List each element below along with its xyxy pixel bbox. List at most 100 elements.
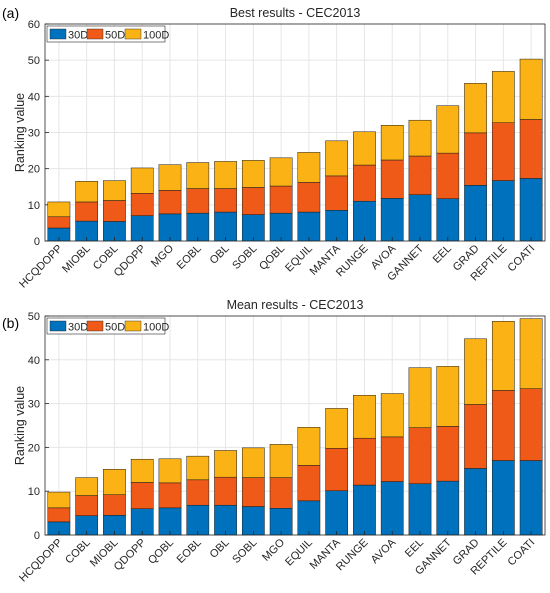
bar-30d-runge (353, 200, 376, 242)
x-tick-label: COATI (506, 537, 538, 569)
x-tick-label: HCQDOPP (17, 243, 65, 291)
legend-label-100d: 100D (143, 322, 169, 334)
bar-100d-grad (464, 338, 487, 405)
bar-30d-gannet (408, 194, 432, 242)
bar-50d-qobl (269, 185, 293, 214)
bar-30d-eel (408, 483, 432, 536)
y-tick-label: 0 (34, 236, 40, 248)
bar-30d-eel (436, 198, 460, 242)
bar-100d-hcqdopp (47, 201, 71, 218)
bar-50d-grad (464, 132, 487, 186)
bar-100d-equil (297, 152, 321, 183)
bar-50d-manta (325, 175, 349, 211)
y-axis-label: Ranking value (13, 386, 27, 465)
axes-box (44, 23, 546, 242)
bar-30d-qobl (269, 212, 293, 242)
bar-50d-gannet (436, 426, 460, 482)
bar-50d-qdopp (130, 193, 154, 216)
bar-50d-eobl (186, 479, 210, 506)
bar-50d-grad (464, 404, 487, 469)
bar-30d-manta (325, 490, 349, 536)
bar-100d-runge (353, 131, 376, 166)
bar-100d-runge (353, 395, 376, 439)
bar-100d-coati (519, 318, 543, 389)
x-tick-label: OBL (208, 537, 232, 561)
legend-label-50d: 50D (105, 322, 125, 334)
legend-swatch-50d (86, 28, 104, 40)
x-tick-label: QOBL (257, 243, 287, 273)
bar-50d-cobl (75, 495, 99, 516)
legend-swatch-100d (124, 320, 142, 332)
bar-100d-miobl (103, 469, 126, 495)
bar-100d-avoa (380, 125, 404, 161)
axes-box (44, 315, 546, 536)
bar-50d-coati (519, 388, 543, 461)
y-tick-label: 0 (34, 530, 40, 542)
bar-30d-eobl (186, 212, 210, 242)
bar-50d-sobl (241, 187, 265, 215)
y-tick-label: 20 (28, 164, 40, 176)
y-tick-label: 10 (28, 200, 40, 212)
x-tick-label: EOBL (175, 243, 204, 272)
bar-100d-coati (519, 58, 543, 120)
chart-panel-a: (a) Best results - CEC2013 0 10 20 30 40 50 60 HC… (2, 5, 546, 291)
bar-100d-miobl (75, 181, 99, 203)
bar-100d-mgo (158, 164, 182, 191)
legend-swatch-30d (49, 28, 67, 40)
bar-30d-avoa (380, 198, 404, 242)
bar-50d-runge (353, 437, 376, 486)
bar-30d-equil (297, 211, 321, 242)
bar-100d-reptile (491, 71, 515, 123)
bar-50d-avoa (380, 159, 404, 199)
bar-30d-manta (325, 210, 349, 242)
bar-50d-avoa (380, 436, 404, 482)
bar-100d-eel (408, 367, 432, 428)
bar-30d-grad (464, 185, 487, 242)
bar-100d-qdopp (130, 458, 154, 483)
x-tick-label: MIOBL (60, 243, 93, 276)
bar-50d-mgo (269, 477, 293, 509)
bar-50d-mgo (158, 190, 182, 215)
bar-50d-coati (519, 119, 543, 179)
y-tick-label: 30 (28, 399, 40, 411)
bar-50d-equil (297, 465, 321, 502)
bar-100d-grad (464, 83, 487, 134)
plot-area (45, 316, 545, 535)
bar-100d-hcqdopp (47, 491, 71, 509)
bar-30d-equil (297, 500, 321, 536)
legend-label-100d: 100D (143, 30, 169, 42)
legend-label-50d: 50D (105, 30, 125, 42)
bar-50d-gannet (408, 155, 432, 195)
bar-30d-sobl (241, 506, 265, 536)
bar-100d-manta (325, 408, 349, 449)
bar-30d-mgo (269, 508, 293, 536)
legend-label-30d: 30D (68, 322, 88, 334)
x-tick-label: MGO (149, 242, 176, 269)
x-tick-label: EEL (403, 537, 426, 560)
y-axis-label: Ranking value (13, 93, 27, 172)
chart-panel-b: (b) Mean results - CEC2013 0 10 20 30 40 50 HCQD… (2, 298, 546, 585)
bar-50d-qobl (158, 482, 182, 509)
bar-50d-reptile (491, 122, 515, 181)
bar-30d-grad (464, 468, 487, 536)
panel-label: (b) (2, 315, 19, 331)
bar-30d-mgo (158, 213, 182, 242)
y-tick-label: 50 (28, 311, 40, 323)
bar-100d-manta (325, 140, 349, 177)
bar-100d-qdopp (130, 167, 154, 194)
bar-100d-mgo (269, 444, 293, 478)
legend: 30D 50D 100D (46, 25, 169, 43)
bar-100d-reptile (491, 321, 515, 391)
bar-100d-gannet (436, 366, 460, 427)
bar-100d-eobl (186, 162, 210, 189)
bar-100d-obl (214, 450, 237, 478)
bar-30d-gannet (436, 480, 460, 536)
x-tick-label: SOBL (230, 537, 259, 566)
bar-100d-eobl (186, 455, 210, 481)
bar-100d-cobl (103, 180, 126, 201)
bar-50d-hcqdopp (47, 507, 71, 523)
x-tick-label: AVOA (369, 536, 399, 566)
x-tick-label: HCQDOPP (17, 537, 65, 585)
bar-100d-qobl (269, 157, 293, 187)
